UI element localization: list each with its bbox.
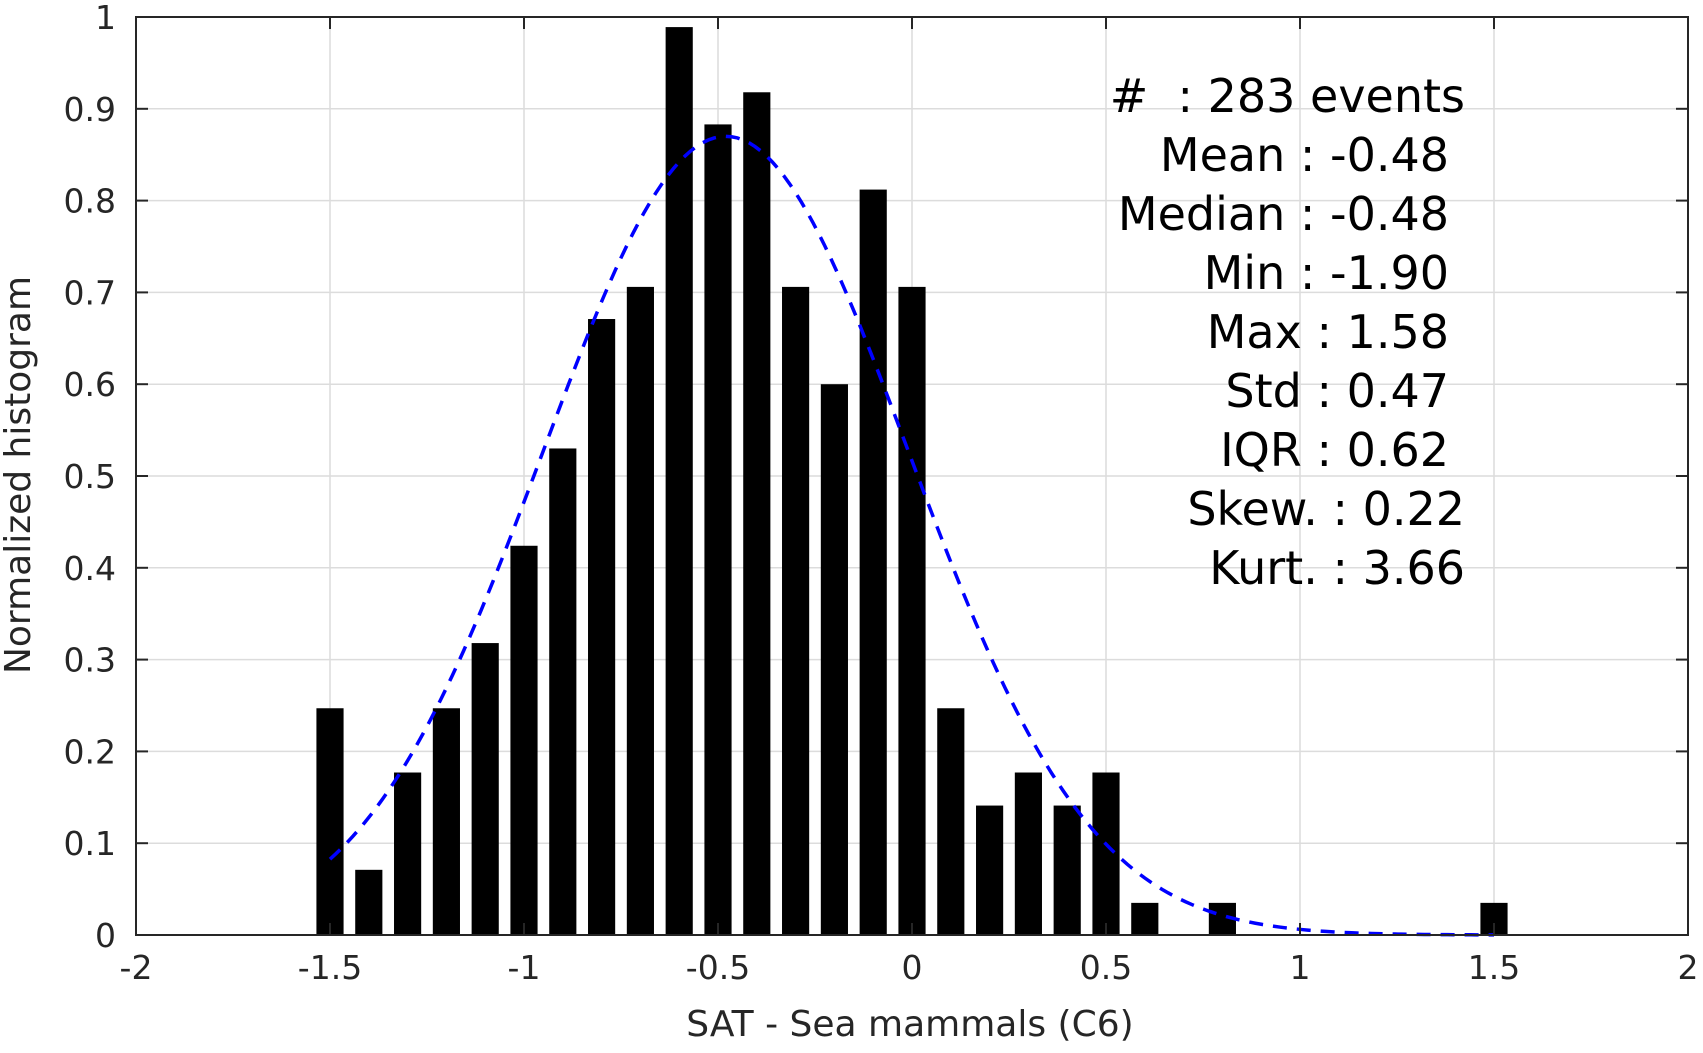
y-tick-label-7: 0.7 [64, 273, 116, 312]
x-tick-labels: -2 -1.5 -1 -0.5 0 0.5 1 1.5 2 [120, 948, 1699, 987]
stat-line-4: Max : 1.58 [1207, 305, 1449, 359]
bar-21 [1131, 902, 1159, 935]
bar-5 [510, 545, 538, 935]
y-tick-label-8: 0.8 [64, 182, 116, 221]
y-tick-label-3: 0.3 [64, 641, 116, 680]
y-tick-label-1: 0.1 [64, 824, 116, 863]
histogram-bars [316, 27, 1508, 936]
bar-2 [394, 772, 422, 935]
bar-17 [976, 805, 1004, 935]
y-tick-label-4: 0.4 [64, 549, 116, 588]
bar-4 [471, 643, 499, 935]
y-tick-label-10: 1 [95, 0, 116, 37]
x-tick-label-8: 2 [1678, 948, 1699, 987]
stat-line-3: Min : -1.90 [1204, 246, 1449, 300]
bar-13 [820, 384, 848, 935]
stat-line-5: Std : 0.47 [1225, 364, 1449, 418]
x-tick-label-0: -2 [120, 948, 153, 987]
y-tick-labels: 0 0.1 0.2 0.3 0.4 0.5 0.6 0.7 0.8 0.9 1 [64, 0, 116, 955]
y-tick-label-6: 0.6 [64, 365, 116, 404]
x-tick-label-7: 1.5 [1468, 948, 1520, 987]
x-tick-label-4: 0 [902, 948, 923, 987]
bar-19 [1053, 805, 1081, 935]
bar-15 [898, 286, 926, 936]
x-axis-label: SAT - Sea mammals (C6) [686, 1004, 1133, 1045]
stat-line-8: Kurt. : 3.66 [1209, 541, 1465, 595]
bar-14 [859, 189, 887, 936]
bar-10 [704, 124, 732, 935]
x-tick-label-3: -0.5 [686, 948, 750, 987]
bar-0 [316, 708, 344, 935]
y-axis-label: Normalized histogram [0, 276, 39, 674]
stat-line-7: Skew. : 0.22 [1187, 482, 1465, 536]
y-tick-label-5: 0.5 [64, 457, 116, 496]
x-tick-label-2: -1 [508, 948, 541, 987]
x-tick-label-5: 0.5 [1080, 948, 1132, 987]
bar-16 [937, 708, 965, 935]
stat-line-0: # : 283 events [1110, 69, 1465, 123]
bar-12 [782, 286, 810, 936]
bar-8 [626, 286, 654, 936]
y-tick-label-9: 0.9 [64, 90, 116, 129]
bar-6 [549, 448, 577, 935]
axis-ticks [135, 16, 1689, 936]
x-tick-label-6: 1 [1290, 948, 1311, 987]
y-tick-label-0: 0 [95, 916, 116, 955]
bar-3 [432, 708, 460, 935]
bar-18 [1014, 772, 1042, 935]
stat-line-2: Median : -0.48 [1118, 187, 1449, 241]
y-tick-label-2: 0.2 [64, 732, 116, 771]
bar-20 [1092, 772, 1120, 935]
x-tick-label-1: -1.5 [298, 948, 362, 987]
stat-line-1: Mean : -0.48 [1160, 128, 1449, 182]
bar-9 [665, 27, 693, 935]
bar-1 [355, 869, 383, 935]
bar-11 [743, 92, 771, 935]
bar-7 [588, 319, 616, 936]
stat-line-6: IQR : 0.62 [1220, 423, 1449, 477]
